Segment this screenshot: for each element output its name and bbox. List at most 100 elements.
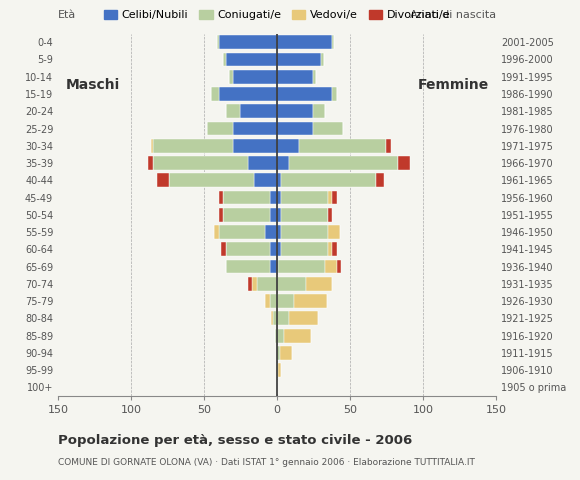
Bar: [226, 260, 270, 274]
Bar: [273, 312, 277, 325]
Bar: [386, 139, 391, 153]
Bar: [148, 156, 153, 170]
Bar: [277, 225, 281, 239]
Bar: [217, 36, 219, 49]
Bar: [270, 260, 277, 274]
Bar: [306, 277, 332, 291]
Bar: [278, 260, 325, 274]
Bar: [277, 346, 280, 360]
Bar: [270, 208, 277, 222]
Bar: [211, 87, 219, 101]
Bar: [299, 139, 386, 153]
Bar: [277, 208, 281, 222]
Bar: [226, 242, 270, 256]
Bar: [265, 294, 270, 308]
Bar: [265, 225, 277, 239]
Text: Anno di nascita: Anno di nascita: [410, 10, 496, 20]
Bar: [219, 36, 277, 49]
Bar: [223, 208, 270, 222]
Bar: [328, 225, 340, 239]
Bar: [233, 70, 277, 84]
Bar: [270, 191, 277, 204]
Bar: [277, 36, 332, 49]
Bar: [332, 242, 337, 256]
Bar: [295, 294, 327, 308]
Bar: [277, 294, 295, 308]
Bar: [281, 191, 328, 204]
Bar: [313, 70, 316, 84]
Bar: [277, 121, 313, 135]
Bar: [256, 277, 277, 291]
Bar: [207, 121, 233, 135]
Bar: [321, 53, 324, 66]
Bar: [337, 260, 341, 274]
Bar: [376, 173, 383, 187]
Text: Femmine: Femmine: [418, 78, 488, 92]
Bar: [325, 260, 337, 274]
Bar: [219, 208, 223, 222]
Bar: [169, 173, 253, 187]
Bar: [277, 277, 306, 291]
Bar: [313, 121, 343, 135]
Bar: [153, 156, 248, 170]
Bar: [248, 277, 252, 291]
Bar: [277, 53, 321, 66]
Text: COMUNE DI GORNATE OLONA (VA) · Dati ISTAT 1° gennaio 2006 · Elaborazione TUTTITA: COMUNE DI GORNATE OLONA (VA) · Dati ISTA…: [58, 458, 475, 468]
Bar: [277, 70, 313, 84]
Bar: [223, 53, 226, 66]
Bar: [280, 346, 292, 360]
Bar: [252, 277, 256, 291]
Bar: [151, 139, 153, 153]
Text: Popolazione per età, sesso e stato civile - 2006: Popolazione per età, sesso e stato civil…: [58, 434, 412, 447]
Bar: [277, 156, 289, 170]
Text: Età: Età: [58, 10, 76, 20]
Bar: [229, 70, 233, 84]
Bar: [270, 242, 277, 256]
Bar: [223, 191, 270, 204]
Bar: [281, 225, 328, 239]
Legend: Celibi/Nubili, Coniugati/e, Vedovi/e, Divorziati/e: Celibi/Nubili, Coniugati/e, Vedovi/e, Di…: [99, 6, 455, 25]
Bar: [328, 242, 332, 256]
Bar: [270, 294, 277, 308]
Bar: [278, 363, 281, 377]
Bar: [332, 87, 337, 101]
Bar: [277, 87, 332, 101]
Bar: [241, 104, 277, 118]
Bar: [214, 225, 219, 239]
Bar: [277, 139, 299, 153]
Bar: [328, 208, 332, 222]
Bar: [289, 312, 318, 325]
Bar: [226, 104, 241, 118]
Text: Maschi: Maschi: [66, 78, 119, 92]
Bar: [153, 139, 233, 153]
Bar: [219, 87, 277, 101]
Bar: [248, 156, 277, 170]
Bar: [277, 173, 281, 187]
Bar: [277, 191, 281, 204]
Bar: [281, 173, 376, 187]
Bar: [226, 53, 277, 66]
Bar: [271, 312, 273, 325]
Bar: [332, 36, 334, 49]
Bar: [281, 208, 328, 222]
Bar: [233, 139, 277, 153]
Bar: [222, 242, 226, 256]
Bar: [313, 104, 325, 118]
Bar: [277, 329, 284, 343]
Bar: [277, 242, 281, 256]
Bar: [284, 329, 310, 343]
Bar: [398, 156, 410, 170]
Bar: [289, 156, 398, 170]
Bar: [277, 260, 278, 274]
Bar: [281, 242, 328, 256]
Bar: [328, 191, 332, 204]
Bar: [219, 225, 265, 239]
Bar: [253, 173, 277, 187]
Bar: [219, 191, 223, 204]
Bar: [277, 104, 313, 118]
Bar: [157, 173, 169, 187]
Bar: [332, 191, 337, 204]
Bar: [277, 363, 278, 377]
Bar: [233, 121, 277, 135]
Bar: [276, 329, 277, 343]
